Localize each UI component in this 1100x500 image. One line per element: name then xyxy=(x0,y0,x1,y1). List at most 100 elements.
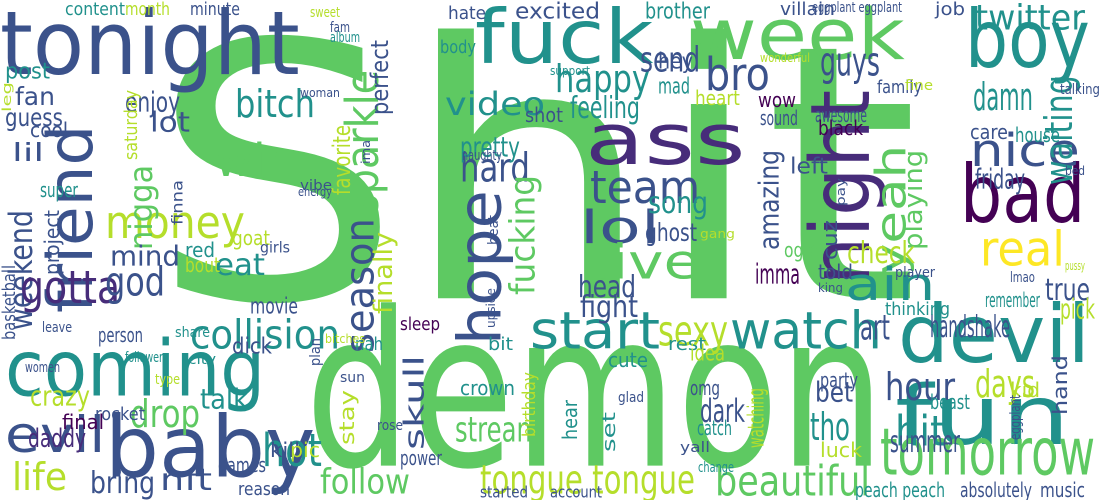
word-bout: bout xyxy=(185,253,221,277)
word-left: left xyxy=(790,153,828,179)
word-start: start xyxy=(530,300,660,362)
word-fun: fun xyxy=(895,367,1070,464)
word-music: music xyxy=(1040,478,1085,500)
word-daddy: daddy xyxy=(28,422,86,454)
word-collision: collision xyxy=(190,311,340,359)
word-evil: evil xyxy=(5,405,106,464)
word-fuck: fuck xyxy=(475,0,654,81)
word-bit: bit xyxy=(488,333,514,355)
word-pussy: pussy xyxy=(1065,258,1086,273)
word-fam: fam xyxy=(330,18,350,36)
word-hand: hand xyxy=(1048,355,1072,415)
word-woman: woman xyxy=(300,85,341,100)
word-excited: excited xyxy=(515,0,601,24)
word-brother: brother xyxy=(645,0,710,24)
word-favorite: favorite xyxy=(327,124,356,195)
word-plan: plan xyxy=(306,338,324,366)
word-catch: catch xyxy=(697,416,732,440)
word-baby: baby xyxy=(105,397,316,497)
word-win: win xyxy=(215,133,295,187)
word-kid: kid xyxy=(1010,378,1041,402)
word-women: women xyxy=(25,358,61,376)
word-god: god xyxy=(105,258,166,306)
word-black: black xyxy=(818,116,864,140)
word-bitch: bitch xyxy=(235,81,315,127)
word-dick: dick xyxy=(232,333,273,359)
word-energy: energy xyxy=(298,184,333,199)
word-lot: lot xyxy=(150,105,191,139)
word-hey: hey xyxy=(658,48,694,74)
word-sound: sound xyxy=(760,106,798,130)
word-team: team xyxy=(590,160,701,214)
word-ass: ass xyxy=(585,98,746,181)
word-person: person xyxy=(98,323,143,347)
word-project: project xyxy=(40,209,64,275)
word-reason: reason xyxy=(238,478,291,500)
word-minute: minute xyxy=(190,0,240,20)
word-final: final xyxy=(62,410,105,434)
word-ain: ain xyxy=(845,257,936,311)
word-girls: girls xyxy=(260,238,291,257)
word-stream: stream xyxy=(455,408,541,450)
word-sun: sun xyxy=(340,368,365,386)
word-devil: devil xyxy=(898,287,1090,382)
word-bet: bet xyxy=(815,375,854,409)
word-true: true xyxy=(1045,272,1091,308)
word-live: live xyxy=(595,233,701,290)
word-lmao: lmao xyxy=(1010,268,1035,286)
word-guess: guess xyxy=(5,102,63,132)
word-art: art xyxy=(860,306,890,348)
word-ima: ima xyxy=(358,139,373,164)
word-content: content xyxy=(65,0,125,20)
word-remember: remember xyxy=(985,288,1040,312)
word-upside: upside xyxy=(483,288,498,328)
word-enjoy: enjoy xyxy=(125,85,181,119)
word-super: super xyxy=(40,178,78,202)
word-imma: imma xyxy=(755,257,800,291)
word-told: told xyxy=(818,260,853,284)
word-movie: movie xyxy=(250,293,299,319)
word-bitches: bitches xyxy=(325,331,366,346)
word-rose: rose xyxy=(377,416,403,434)
word-amazing: amazing xyxy=(752,149,786,250)
word-bad: bad xyxy=(960,147,1086,242)
word-tomorrow: tomorrow xyxy=(880,414,1096,491)
word-handshake: handshake xyxy=(930,309,1011,345)
word-rocket: rocket xyxy=(95,403,146,425)
word-watch: watch xyxy=(730,300,882,362)
word-hot: hot xyxy=(262,423,322,477)
word-week: week xyxy=(690,0,905,76)
word-cuz: cuz xyxy=(818,220,842,260)
word-video: video xyxy=(445,85,546,123)
word-bed: bed xyxy=(1065,163,1086,178)
word-talk: talk xyxy=(200,382,249,416)
word-beast: beast xyxy=(930,390,970,414)
word-eat: eat xyxy=(215,247,266,283)
word-hate: hate xyxy=(448,2,487,24)
word-saturday: saturday xyxy=(120,89,142,160)
word-send: send xyxy=(640,38,701,80)
word-song: song xyxy=(648,185,709,221)
word-heart: heart xyxy=(695,86,740,110)
word-villain: villain xyxy=(780,0,835,20)
word-feeling: feeling xyxy=(570,90,640,126)
word-nice: nice xyxy=(970,123,1080,177)
word-twitter: twitter xyxy=(975,0,1085,38)
word-real: real xyxy=(980,220,1065,277)
word-wow: wow xyxy=(758,88,796,112)
word-perfect: perfect xyxy=(365,39,394,115)
word-rest: rest xyxy=(668,333,706,355)
word-luck: luck xyxy=(820,438,863,462)
word-friday: friday xyxy=(975,162,1026,196)
word-city: city xyxy=(188,350,217,368)
word-shot: shot xyxy=(525,103,563,127)
word-cute: cute xyxy=(608,348,649,372)
word-leave: leave xyxy=(42,318,73,336)
word-set: set xyxy=(598,412,620,452)
word-job: job xyxy=(935,0,966,20)
word-birthday: birthday xyxy=(518,372,540,437)
word-summer: summer xyxy=(890,424,960,460)
word-sweet: sweet xyxy=(310,3,341,21)
word-goat: goat xyxy=(232,226,271,250)
word-hard: hard xyxy=(460,144,530,192)
